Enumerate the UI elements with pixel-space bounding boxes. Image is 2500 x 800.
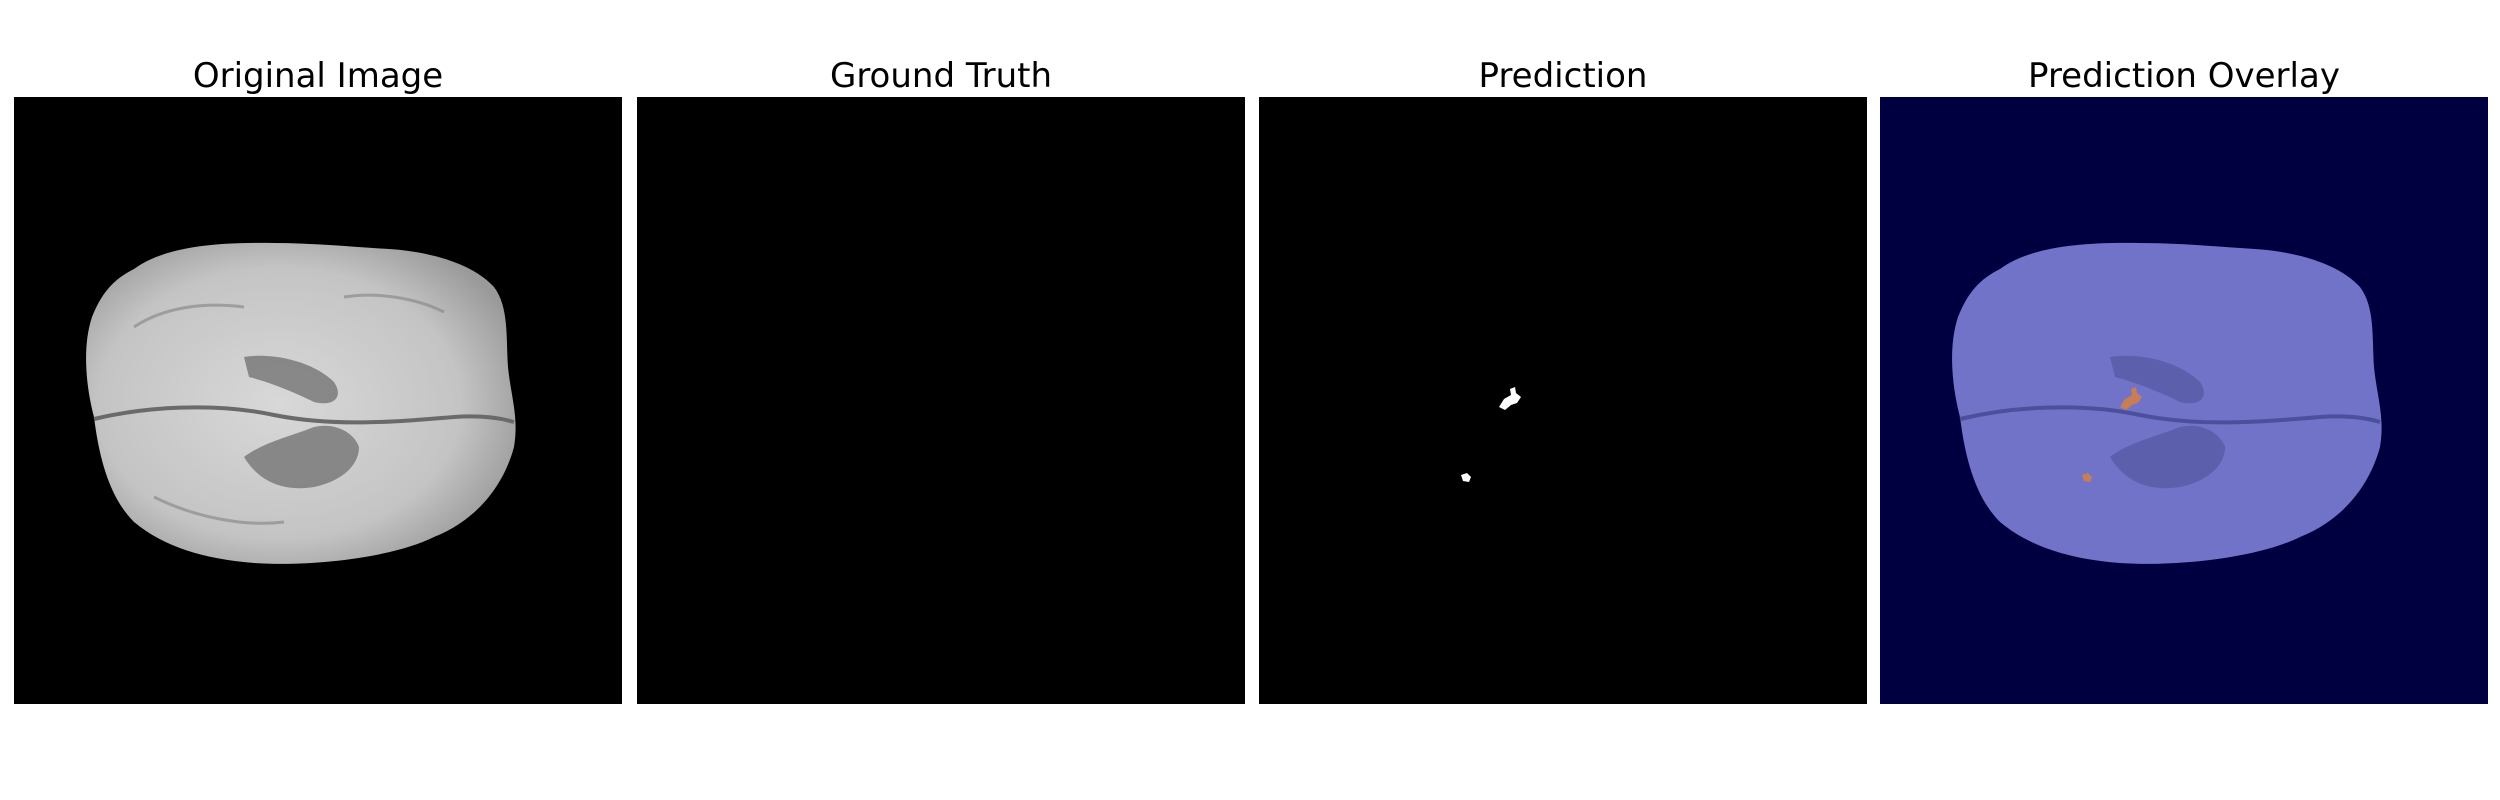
mri-image: [14, 97, 622, 704]
ground-truth-mask: [637, 97, 1245, 704]
panel-title: Ground Truth: [829, 56, 1053, 96]
panel-title: Original Image: [192, 56, 444, 96]
midline-fissure: [93, 405, 515, 425]
prediction-region-small: [1461, 473, 1471, 482]
panel-title: Prediction: [1478, 56, 1648, 96]
ventricle-left: [244, 355, 338, 404]
brain-outline: [86, 242, 516, 564]
overlay-prediction-main: [2120, 387, 2142, 410]
prediction-mask: [1259, 97, 1867, 704]
panel-prediction-overlay: Prediction Overlay: [1880, 0, 2488, 800]
panel-title: Prediction Overlay: [2028, 56, 2340, 96]
overlay-brain: [1952, 242, 2382, 564]
panel-original-image: Original Image: [14, 0, 622, 800]
panel-ground-truth: Ground Truth: [637, 0, 1245, 800]
brain-mri-svg: [14, 97, 622, 704]
overlay-prediction-small: [2082, 473, 2092, 482]
panel-prediction: Prediction: [1259, 0, 1867, 800]
overlay-image: [1880, 97, 2488, 704]
ventricle-right: [244, 425, 359, 489]
prediction-region-main: [1499, 387, 1521, 410]
